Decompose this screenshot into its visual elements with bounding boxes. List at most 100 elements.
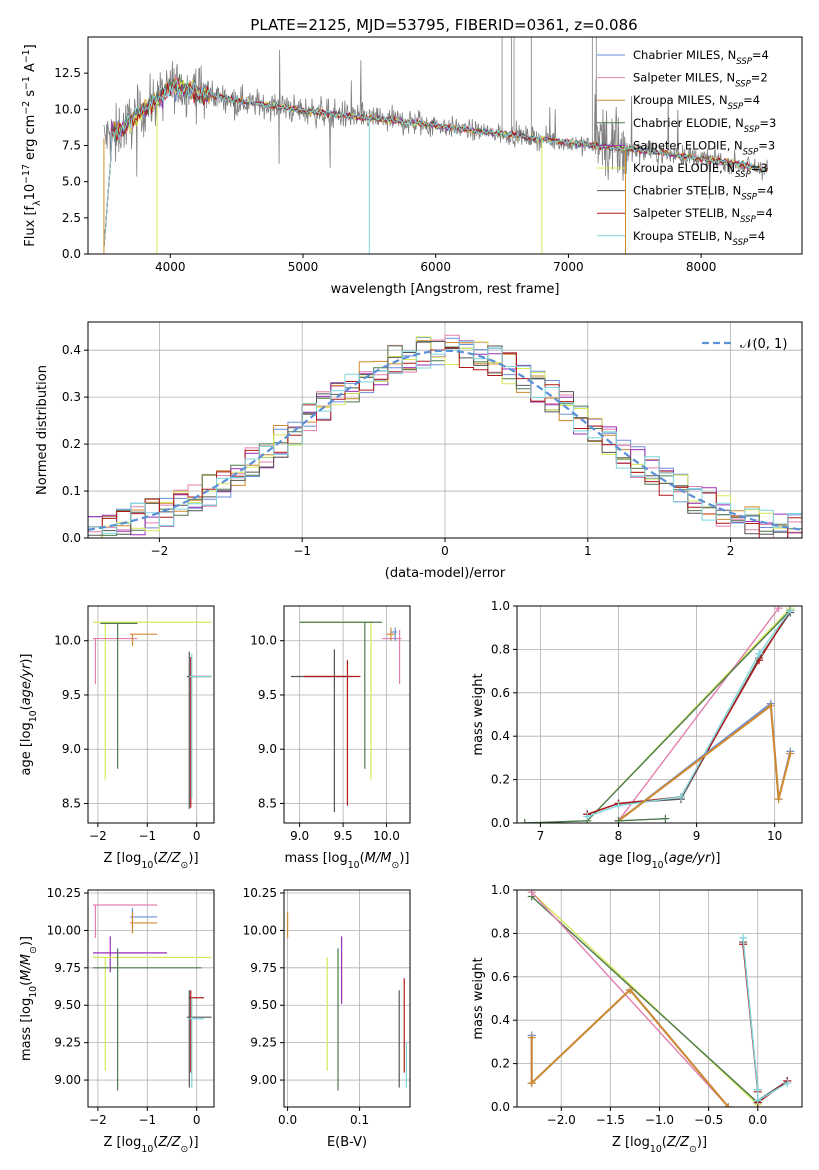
y-tick-label: 9.5 (258, 688, 277, 702)
y-tick-label: 0.1 (62, 484, 81, 498)
y-tick-label: 0.3 (62, 390, 81, 404)
y-tick-label: 10.00 (47, 923, 81, 937)
x-axis-label: (data-model)/error (385, 566, 506, 581)
plot-area (92, 621, 212, 809)
y-tick-label: 10.0 (54, 634, 81, 648)
weight-line (531, 891, 729, 1107)
x-tick-label: 9.5 (334, 829, 353, 843)
legend-label: Salpeter STELIB, NSSP=4 (633, 206, 773, 225)
y-tick-label: 5.0 (62, 175, 81, 189)
x-axis-label: age [log10(age/yr)] (598, 851, 720, 871)
weight-marker (786, 606, 795, 615)
x-tick-label: 7 (537, 829, 545, 843)
normal-curve (88, 349, 802, 531)
legend-label: Kroupa ELODIE, NSSP=3 (633, 161, 768, 180)
y-tick-label: 9.00 (250, 1073, 277, 1087)
x-tick-label: −1.5 (596, 1113, 625, 1127)
legend-label: Salpeter ELODIE, NSSP=3 (633, 138, 775, 157)
x-axis-label: wavelength [Angstrom, rest frame] (331, 282, 560, 297)
weight-marker (614, 816, 623, 823)
plot-area (287, 912, 407, 1091)
y-axis-label: age [log10(age/yr)] (19, 653, 39, 775)
y-tick-label: 10.25 (47, 886, 81, 900)
y-axis-label: mass weight (471, 957, 486, 1039)
plot-area (103, 37, 768, 254)
weight-marker (527, 1033, 536, 1042)
y-tick-label: 9.0 (62, 742, 81, 756)
y-tick-label: 9.25 (54, 1036, 81, 1050)
x-tick-label: 7000 (553, 260, 584, 274)
weight-marker (739, 933, 748, 942)
x-tick-label: 0 (193, 1113, 201, 1127)
x-axis-label: Z [log10(Z/Z⊙)] (612, 1135, 707, 1155)
weight-line (742, 937, 788, 1102)
weight-marker (626, 985, 635, 994)
weight-marker (614, 801, 623, 810)
y-tick-label: 9.5 (62, 688, 81, 702)
weight-marker (583, 812, 592, 821)
x-tick-label: −1 (293, 544, 311, 558)
weight-line (742, 942, 788, 1102)
x-tick-label: 10.0 (373, 829, 400, 843)
x-tick-label: 10 (767, 829, 782, 843)
y-tick-label: 0.2 (62, 437, 81, 451)
y-tick-label: 0.0 (62, 531, 81, 545)
y-tick-label: 9.00 (54, 1073, 81, 1087)
y-tick-label: 10.0 (54, 102, 81, 116)
chart-weight_vs_Z: −2.0 −1.5 −1.0 −0.5 0.0 0.0 0.2 0.4 0.6 0.8 1.0 Z [… (471, 883, 803, 1155)
y-tick-label: 9.50 (54, 998, 81, 1012)
y-tick-label: 12.5 (54, 66, 81, 80)
weight-marker (783, 1079, 792, 1088)
y-tick-label: 0.4 (491, 729, 510, 743)
y-tick-label: 10.0 (250, 634, 277, 648)
weight-line (530, 988, 730, 1107)
y-tick-label: 0.2 (491, 1057, 510, 1071)
y-tick-label: 0.2 (491, 773, 510, 787)
x-tick-label: 6000 (420, 260, 451, 274)
weight-line (617, 607, 780, 822)
chart-age_vs_mass: 9.0 9.5 10.0 8.5 9.0 9.5 10.0 mass [log10(M/M⊙)… (250, 605, 411, 871)
y-axis-label: mass weight (471, 673, 486, 755)
x-tick-label: −2 (89, 829, 107, 843)
y-tick-label: 0.8 (491, 642, 510, 656)
x-tick-label: 1 (584, 544, 592, 558)
x-tick-label: 8000 (686, 260, 717, 274)
axes-frame (283, 605, 411, 824)
x-axis-label: Z [log10(Z/Z⊙)] (103, 1135, 198, 1155)
y-tick-label: 8.5 (62, 796, 81, 810)
plot-area (520, 606, 795, 823)
plot-area (290, 621, 402, 813)
weight-marker (724, 1103, 733, 1107)
x-tick-label: 9.0 (290, 829, 309, 843)
legend-label: Kroupa MILES, NSSP=4 (633, 93, 760, 112)
chart-spectrum: 4000 5000 6000 7000 8000 0.0 2.5 5.0 7.5 10.0 12.5… (21, 36, 803, 297)
x-tick-label: 0 (193, 829, 201, 843)
x-tick-label: −1 (138, 1113, 156, 1127)
axes-frame (516, 605, 803, 824)
weight-marker (661, 814, 670, 823)
weight-marker (676, 792, 685, 801)
figure-title: PLATE=2125, MJD=53795, FIBERID=0361, z=0… (250, 16, 637, 34)
chart-age_vs_Z: −2 −1 0 8.5 9.0 9.5 10.0 Z [log10(Z/Z⊙)] age [lo… (19, 605, 215, 871)
x-tick-label: −2.0 (547, 1113, 576, 1127)
axes-frame (87, 889, 215, 1108)
legend-label: Salpeter MILES, NSSP=2 (633, 71, 768, 90)
x-tick-label: 5000 (288, 260, 319, 274)
weight-line (531, 891, 759, 1106)
x-tick-label: 2 (727, 544, 735, 558)
y-axis-label: Normed distribution (35, 365, 50, 495)
y-tick-label: 9.75 (54, 961, 81, 975)
y-tick-label: 1.0 (491, 883, 510, 897)
x-tick-label: 8 (615, 829, 623, 843)
y-tick-label: 10.00 (243, 923, 277, 937)
y-tick-label: 1.0 (491, 599, 510, 613)
x-tick-label: 0.0 (278, 1113, 297, 1127)
weight-line (617, 703, 792, 822)
y-tick-label: 0.4 (491, 1013, 510, 1027)
x-tick-label: 0 (441, 544, 449, 558)
x-tick-label: −2 (151, 544, 169, 558)
residual-histogram (88, 340, 802, 538)
y-tick-label: 9.75 (250, 961, 277, 975)
x-tick-label: −0.5 (694, 1113, 723, 1127)
